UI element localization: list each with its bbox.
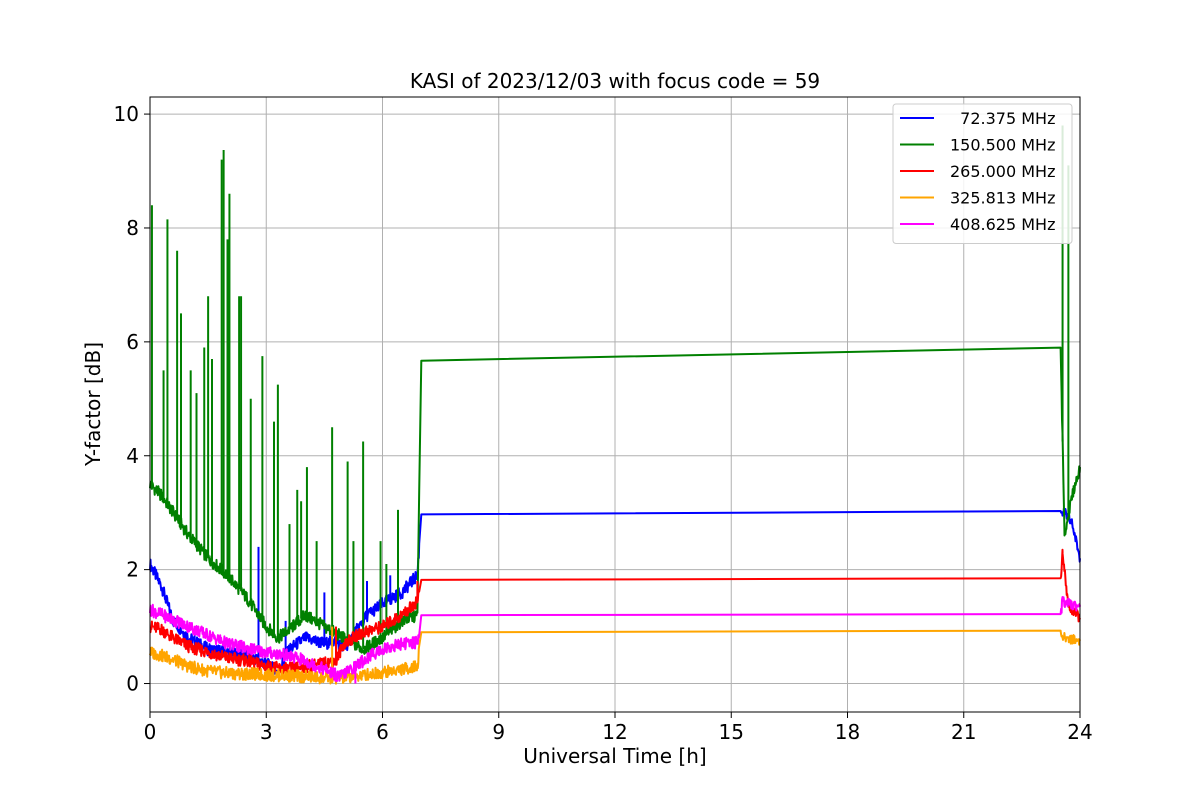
y-tick-label: 0	[126, 672, 139, 696]
x-axis-label: Universal Time [h]	[523, 744, 706, 768]
series-line-325-813-mhz	[149, 629, 1081, 685]
x-tick-label: 24	[1067, 720, 1092, 744]
series-line-408-625-mhz	[149, 596, 1081, 683]
legend-label: 408.625 MHz	[950, 215, 1055, 234]
legend-label: 150.500 MHz	[950, 136, 1055, 155]
y-tick-label: 8	[126, 216, 139, 240]
x-tick-label: 18	[835, 720, 860, 744]
x-axis: 0 3 6 9 12 15 18 21 24	[144, 712, 1093, 744]
legend: 72.375 MHz 150.500 MHz 265.000 MHz 325.813 …	[892, 103, 1073, 244]
x-tick-label: 3	[260, 720, 273, 744]
legend-box	[892, 103, 1073, 244]
series-group	[149, 125, 1081, 685]
series-line-150-500-mhz	[149, 346, 1081, 655]
legend-label: 72.375 MHz	[950, 109, 1055, 128]
y-axis-label: Y-factor [dB]	[81, 342, 105, 467]
x-tick-label: 12	[602, 720, 627, 744]
chart-title: KASI of 2023/12/03 with focus code = 59	[410, 69, 820, 93]
y-tick-label: 10	[114, 102, 139, 126]
x-tick-label: 21	[951, 720, 976, 744]
y-tick-label: 2	[126, 558, 139, 582]
series-line-265-000-mhz	[149, 548, 1081, 677]
y-tick-label: 6	[126, 330, 139, 354]
x-tick-label: 6	[376, 720, 389, 744]
x-tick-label: 9	[492, 720, 505, 744]
y-tick-label: 4	[126, 444, 139, 468]
legend-label: 265.000 MHz	[950, 162, 1055, 181]
legend-label: 325.813 MHz	[950, 189, 1055, 208]
x-tick-label: 0	[144, 720, 157, 744]
y-axis: 0 2 4 6 8 10	[114, 102, 150, 696]
x-tick-label: 15	[719, 720, 744, 744]
